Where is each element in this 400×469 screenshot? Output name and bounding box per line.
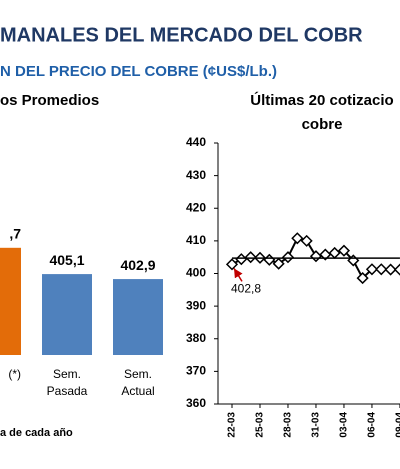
point-marker: [356, 272, 369, 285]
value-label: 405,1: [49, 252, 84, 268]
y-tick-label: 370: [186, 364, 206, 378]
chart-title: Últimas 20 cotizacio: [250, 91, 393, 109]
point-marker: [337, 244, 351, 257]
point-marker: [272, 257, 285, 270]
value-label: ,7: [9, 226, 21, 242]
y-tick-label: 440: [186, 135, 206, 149]
point-marker: [365, 263, 379, 276]
x-tick-label: 06-04: [367, 412, 378, 438]
bar: [113, 279, 163, 355]
bar: [42, 274, 92, 355]
point-marker: [235, 253, 248, 266]
point-marker: [225, 258, 239, 271]
point-marker: [309, 250, 323, 263]
point-marker: [384, 263, 397, 276]
x-tick-label: 28-03: [283, 412, 294, 438]
y-tick-label: 400: [186, 266, 206, 280]
data-label: 402,8: [231, 282, 261, 296]
y-tick-label: 390: [186, 298, 206, 312]
point-marker: [375, 263, 388, 276]
page-title: MANALES DEL MERCADO DEL COBR: [0, 24, 363, 46]
bar: [0, 247, 21, 355]
point-marker: [291, 232, 304, 245]
point-marker: [300, 234, 313, 247]
x-tick-label: 22-03: [227, 412, 238, 438]
footnote: a de cada año: [0, 427, 73, 439]
page-subtitle: N DEL PRECIO DEL COBRE (¢US$/Lb.): [0, 63, 277, 80]
point-marker: [393, 263, 400, 276]
y-tick-label: 420: [186, 200, 206, 214]
y-tick-label: 380: [186, 331, 206, 345]
y-tick-label: 410: [186, 233, 206, 247]
y-tick-label: 430: [186, 168, 206, 182]
point-marker: [281, 251, 295, 264]
x-tick-label: 25-03: [255, 412, 266, 438]
x-tick-label: Sem. Pasada: [47, 367, 88, 398]
point-marker: [328, 246, 341, 260]
point-marker: [263, 253, 276, 266]
x-tick-label: 31-03: [311, 412, 322, 438]
x-tick-label: 03-04: [339, 412, 350, 438]
x-tick-label: 09-04: [395, 412, 400, 438]
chart-title: os Promedios: [0, 92, 99, 109]
y-tick-label: 360: [186, 396, 206, 410]
chart-title: cobre: [302, 116, 343, 133]
point-marker: [244, 251, 257, 264]
label-arrow: [233, 267, 243, 282]
value-label: 402,9: [120, 257, 155, 273]
x-tick-label: Sem. Actual: [121, 367, 154, 398]
x-tick-label: (*): [8, 367, 21, 381]
